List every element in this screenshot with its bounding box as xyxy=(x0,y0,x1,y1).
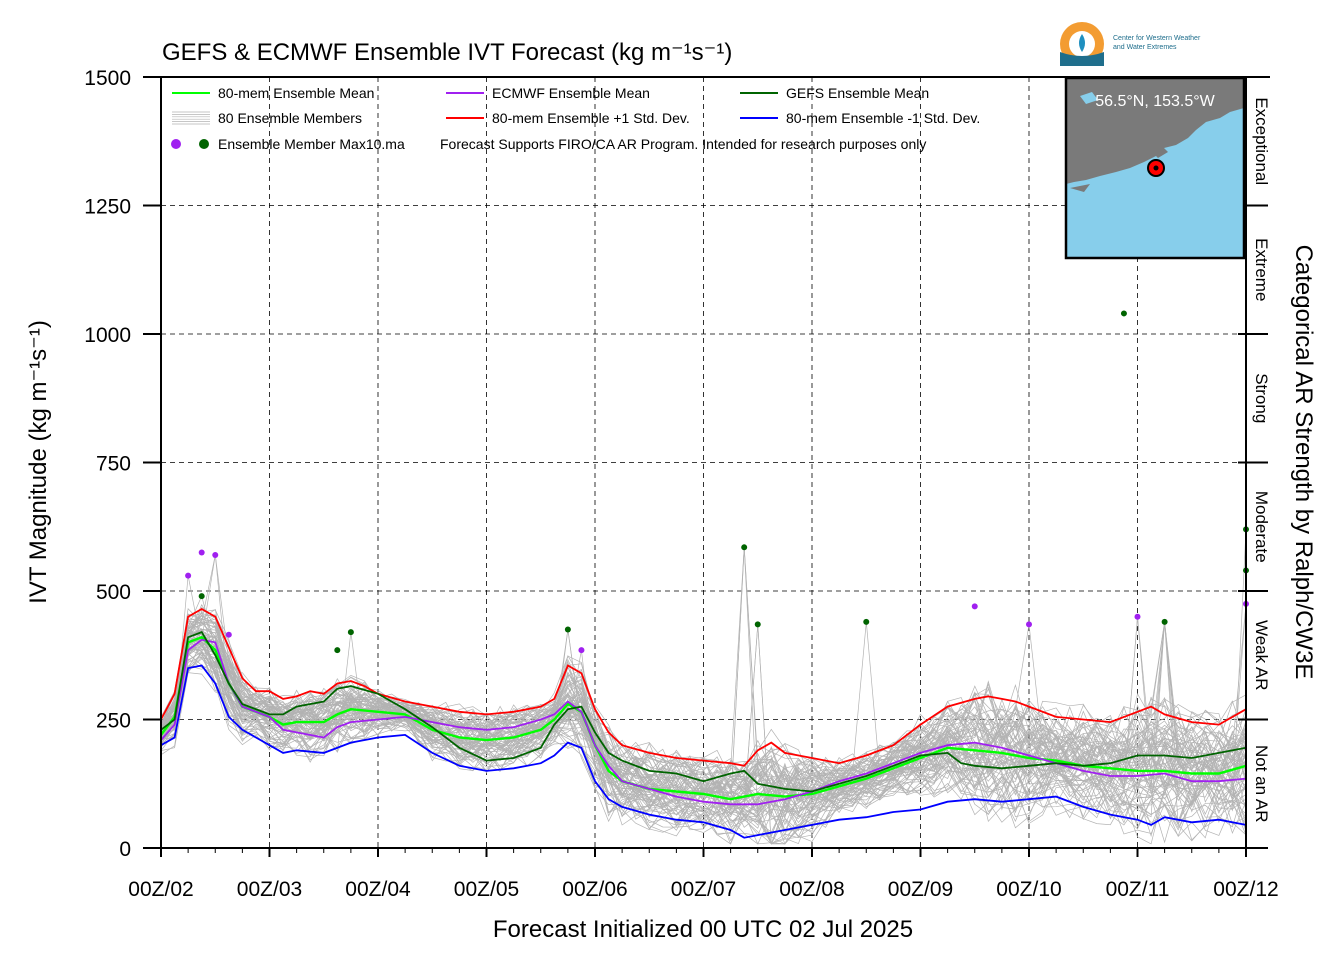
member-max-dot xyxy=(863,618,870,625)
axes xyxy=(143,76,1270,857)
legend-dot-ecmwf xyxy=(171,139,181,149)
y-axis-label: IVT Magnitude (kg m⁻¹s⁻¹) xyxy=(25,320,52,604)
ar-category-label: Strong xyxy=(1252,373,1271,423)
member-max-dot xyxy=(971,603,978,610)
legend-label: 80-mem Ensemble Mean xyxy=(218,85,374,101)
inset-location-label: 56.5°N, 153.5°W xyxy=(1095,93,1215,110)
ensemble-members xyxy=(160,529,1247,845)
tick-labels: 00Z/02 00Z/03 00Z/04 00Z/05 00Z/06 00Z/07 00Z/… xyxy=(84,67,1278,901)
x-tick-label: 00Z/10 xyxy=(996,878,1061,901)
member-max-dot xyxy=(1161,618,1168,625)
legend-dot-gefs xyxy=(199,139,209,149)
member-max-dot xyxy=(347,629,354,636)
member-max-dot xyxy=(1134,613,1141,620)
series-line xyxy=(160,607,1247,767)
legend-label: GEFS Ensemble Mean xyxy=(786,85,929,101)
legend-label: Ensemble Member Max10.ma xyxy=(218,136,405,152)
x-tick-label: 00Z/04 xyxy=(345,878,411,901)
x-tick-label: 00Z/05 xyxy=(454,878,519,901)
series-line xyxy=(160,630,1247,793)
ensemble-member-line xyxy=(160,634,1247,832)
cw3e-logo: Center for Western Weather and Water Ext… xyxy=(1060,22,1201,66)
ensemble-member-line xyxy=(160,613,1247,789)
ensemble-member-line xyxy=(160,638,1247,845)
logo-text-line2: and Water Extremes xyxy=(1113,44,1177,51)
y-tick-label: 1000 xyxy=(84,324,131,347)
ensemble-member-line xyxy=(160,629,1247,832)
member-max-dots xyxy=(185,310,1249,654)
location-inset-map: 56.5°N, 153.5°W xyxy=(1064,76,1246,260)
series-line xyxy=(160,635,1247,801)
member-max-dot xyxy=(198,549,205,556)
series-line xyxy=(160,638,1247,806)
ensemble-member-line xyxy=(160,621,1247,816)
ar-category-labels: Not an AR Weak AR Moderate Strong Extreme Exc… xyxy=(1252,97,1271,822)
ensemble-member-line xyxy=(160,648,1247,826)
member-max-dot xyxy=(1026,621,1032,628)
y-tick-label: 0 xyxy=(119,838,131,861)
member-max-dot xyxy=(578,647,585,654)
ensemble-member-line xyxy=(160,656,1247,837)
x-axis-label: Forecast Initialized 00 UTC 02 Jul 2025 xyxy=(493,916,913,943)
y-tick-label: 1500 xyxy=(84,67,131,90)
x-tick-label: 00Z/09 xyxy=(888,878,953,901)
legend: 80-mem Ensemble Mean ECMWF Ensemble Mean G… xyxy=(171,85,980,152)
ar-category-label: Exceptional xyxy=(1252,97,1271,185)
member-max-dot xyxy=(741,544,748,551)
x-tick-label: 00Z/03 xyxy=(237,878,302,901)
ensemble-member-line xyxy=(160,612,1247,798)
ar-category-label: Not an AR xyxy=(1252,745,1271,823)
ensemble-member-line xyxy=(160,547,1247,816)
y-tick-label: 750 xyxy=(96,453,131,476)
water-drop-icon xyxy=(1079,34,1085,52)
series-line xyxy=(160,664,1247,839)
member-max-dot xyxy=(212,552,219,559)
inset-land xyxy=(1066,78,1244,184)
ensemble-member-line xyxy=(160,643,1247,845)
series-lines xyxy=(160,607,1247,839)
ensemble-member-line xyxy=(160,529,1247,845)
logo-wave-icon xyxy=(1060,52,1104,66)
ar-category-label: Moderate xyxy=(1252,491,1271,563)
legend-label: 80-mem Ensemble -1 Std. Dev. xyxy=(786,110,980,126)
member-max-dot xyxy=(1120,310,1127,317)
x-tick-label: 00Z/08 xyxy=(779,878,844,901)
x-tick-label: 00Z/11 xyxy=(1106,878,1170,901)
y-tick-label: 250 xyxy=(96,710,131,733)
member-max-dot xyxy=(225,631,232,638)
logo-text-line1: Center for Western Weather xyxy=(1113,35,1201,42)
ensemble-member-line xyxy=(160,634,1247,810)
legend-label: ECMWF Ensemble Mean xyxy=(492,85,650,101)
member-max-dot xyxy=(198,593,205,600)
y-tick-label: 500 xyxy=(96,581,131,604)
member-max-dot xyxy=(754,621,761,628)
ar-category-label: Weak AR xyxy=(1252,620,1271,691)
legend-note: Forecast Supports FIRO/CA AR Program. In… xyxy=(440,136,926,152)
x-tick-label: 00Z/06 xyxy=(562,878,627,901)
legend-label: 80 Ensemble Members xyxy=(218,110,362,126)
x-tick-label: 00Z/07 xyxy=(671,878,736,901)
member-max-dot xyxy=(185,572,192,579)
x-tick-label: 00Z/02 xyxy=(128,878,193,901)
right-axis-label: Categorical AR Strength by Ralph/CW3E xyxy=(1290,245,1317,680)
ensemble-member-line xyxy=(160,631,1247,804)
chart-title: GEFS & ECMWF Ensemble IVT Forecast (kg m… xyxy=(162,39,732,66)
member-max-dot xyxy=(564,626,571,633)
member-max-dot xyxy=(334,647,341,654)
ar-category-label: Extreme xyxy=(1252,238,1271,301)
y-tick-label: 1250 xyxy=(84,196,131,219)
legend-label: 80-mem Ensemble +1 Std. Dev. xyxy=(492,110,690,126)
x-tick-label: 00Z/12 xyxy=(1213,878,1278,901)
